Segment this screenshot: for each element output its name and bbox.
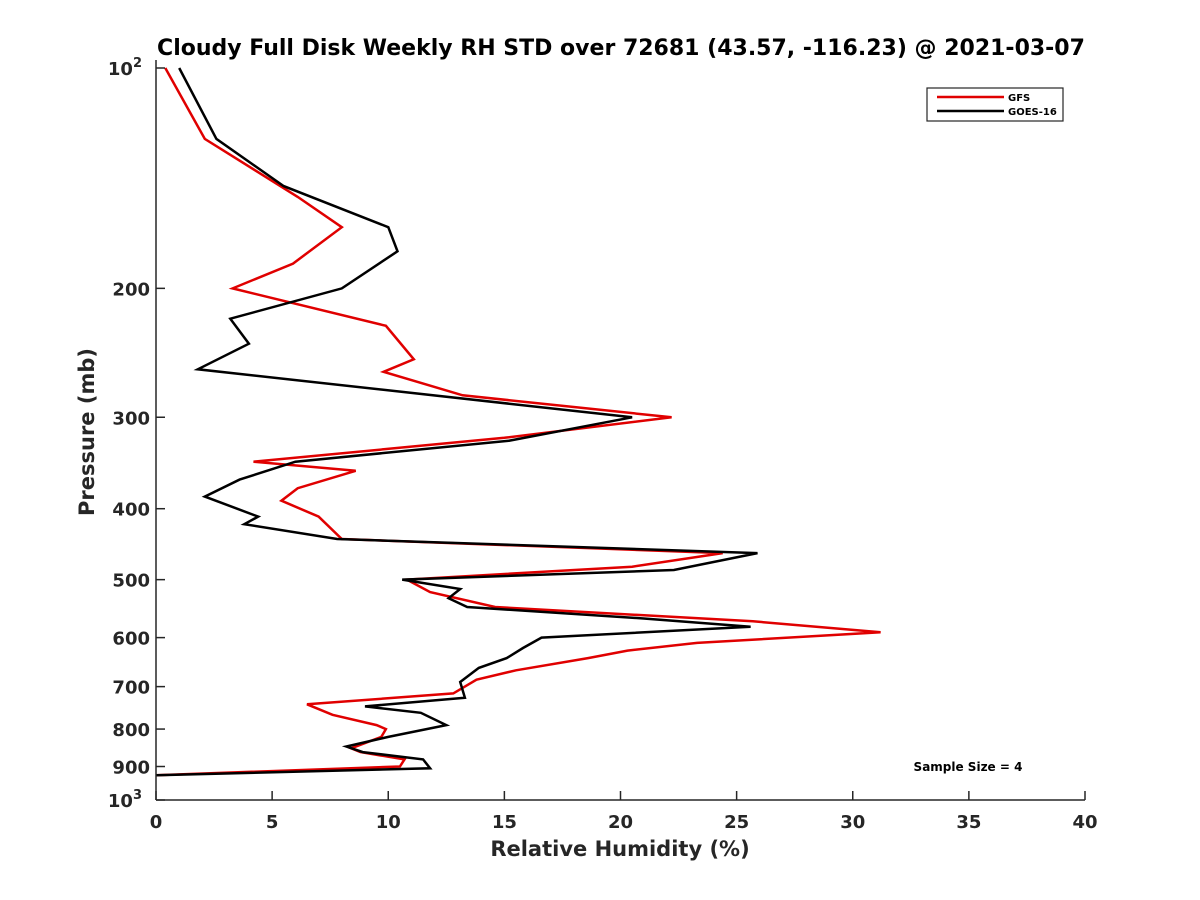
- x-tick-label: 15: [492, 812, 517, 833]
- y-tick-label: 500: [112, 571, 150, 592]
- x-tick-label: 30: [840, 812, 865, 833]
- y-tick-label: 103: [108, 788, 142, 812]
- y-tick-label: 102: [108, 56, 142, 80]
- chart-title: Cloudy Full Disk Weekly RH STD over 7268…: [157, 36, 1085, 61]
- y-tick-label: 800: [112, 720, 150, 741]
- y-tick-label: 900: [112, 758, 150, 779]
- series-layer: [155, 67, 881, 777]
- y-tick-label: 200: [112, 279, 150, 300]
- legend: GFS GOES-16: [926, 87, 1064, 122]
- y-tick-label: 600: [112, 629, 150, 650]
- y-ticks: 102 200 300 400 500 600 700 800 900 103: [108, 56, 165, 812]
- x-tick-label: 0: [150, 812, 163, 833]
- y-tick-label: 300: [112, 408, 150, 429]
- x-ticks: 0 5 10 15 20 25 30 35 40: [150, 791, 1098, 833]
- series-line-goes16: [155, 67, 758, 777]
- legend-label-goes16: GOES-16: [1008, 107, 1057, 118]
- sample-size-annotation: Sample Size = 4: [914, 760, 1023, 774]
- x-tick-label: 40: [1072, 812, 1097, 833]
- legend-box: [926, 87, 1064, 122]
- x-tick-label: 35: [956, 812, 981, 833]
- y-tick-label: 400: [112, 500, 150, 521]
- x-axis-label: Relative Humidity (%): [490, 837, 749, 861]
- y-tick-label: 700: [112, 678, 150, 699]
- x-tick-label: 25: [724, 812, 749, 833]
- x-tick-label: 10: [376, 812, 401, 833]
- x-tick-label: 5: [266, 812, 279, 833]
- x-tick-label: 20: [608, 812, 633, 833]
- y-axis-label: Pressure (mb): [75, 348, 99, 516]
- legend-label-gfs: GFS: [1008, 93, 1030, 104]
